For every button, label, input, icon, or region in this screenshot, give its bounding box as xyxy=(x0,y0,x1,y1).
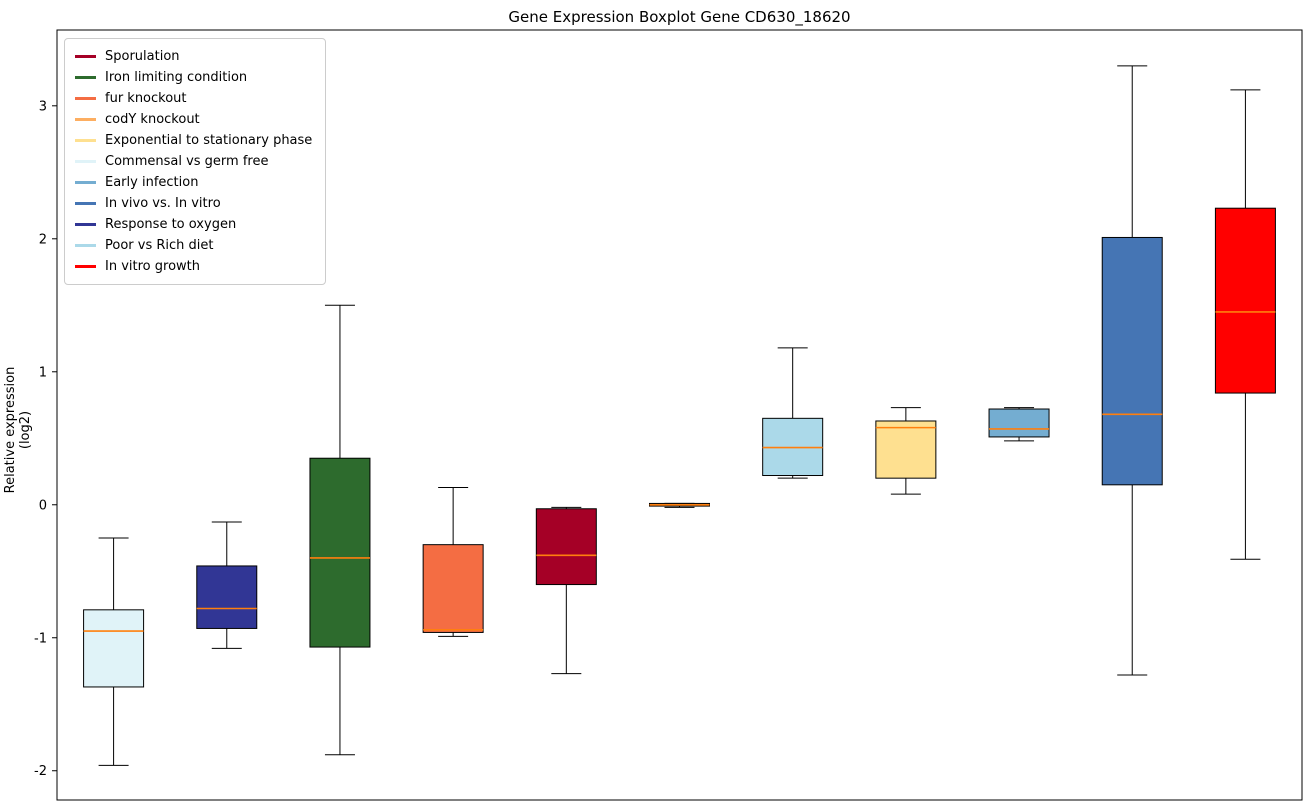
legend-swatch xyxy=(75,265,96,268)
y-tick-label: -2 xyxy=(34,764,47,779)
box xyxy=(196,565,258,629)
legend-item: Iron limiting condition xyxy=(75,67,315,88)
box xyxy=(422,544,484,633)
legend-label: Exponential to stationary phase xyxy=(105,133,313,148)
legend-swatch xyxy=(75,181,96,184)
plot-frame xyxy=(56,29,1303,801)
legend-item: Sporulation xyxy=(75,46,315,67)
legend-item: Response to oxygen xyxy=(75,214,315,235)
legend-swatch xyxy=(75,202,96,205)
y-tick-label: -1 xyxy=(34,631,47,646)
legend-swatch xyxy=(75,160,96,163)
box xyxy=(1214,207,1276,394)
legend-label: Commensal vs germ free xyxy=(105,154,269,169)
box xyxy=(309,457,371,648)
legend-label: Poor vs Rich diet xyxy=(105,238,214,253)
legend-item: In vitro growth xyxy=(75,256,315,277)
y-tick-label: 0 xyxy=(39,498,47,513)
y-tick-label: 2 xyxy=(39,232,47,247)
legend-label: Sporulation xyxy=(105,49,180,64)
legend-label: Early infection xyxy=(105,175,199,190)
legend-swatch xyxy=(75,244,96,247)
legend-label: codY knockout xyxy=(105,112,200,127)
legend-label: Iron limiting condition xyxy=(105,70,248,85)
legend-item: Early infection xyxy=(75,172,315,193)
box xyxy=(988,408,1050,438)
legend-item: Commensal vs germ free xyxy=(75,151,315,172)
legend-label: In vivo vs. In vitro xyxy=(105,196,221,211)
legend-item: In vivo vs. In vitro xyxy=(75,193,315,214)
legend-item: codY knockout xyxy=(75,109,315,130)
legend-item: Exponential to stationary phase xyxy=(75,130,315,151)
legend-swatch xyxy=(75,118,96,121)
legend-label: In vitro growth xyxy=(105,259,200,274)
legend-swatch xyxy=(75,223,96,226)
legend-swatch xyxy=(75,76,96,79)
legend-label: fur knockout xyxy=(105,91,187,106)
chart-title: Gene Expression Boxplot Gene CD630_18620 xyxy=(508,8,851,26)
box xyxy=(83,609,145,688)
y-tick-label: 1 xyxy=(39,365,47,380)
legend-swatch xyxy=(75,97,96,100)
legend-swatch xyxy=(75,139,96,142)
legend-item: fur knockout xyxy=(75,88,315,109)
legend-label: Response to oxygen xyxy=(105,217,237,232)
legend-swatch xyxy=(75,55,96,58)
box xyxy=(875,420,937,479)
y-tick-label: 3 xyxy=(39,99,47,114)
box xyxy=(535,508,597,586)
box xyxy=(1101,236,1163,486)
legend: Sporulation Iron limiting condition fur kn… xyxy=(64,38,326,285)
legend-item: Poor vs Rich diet xyxy=(75,235,315,256)
